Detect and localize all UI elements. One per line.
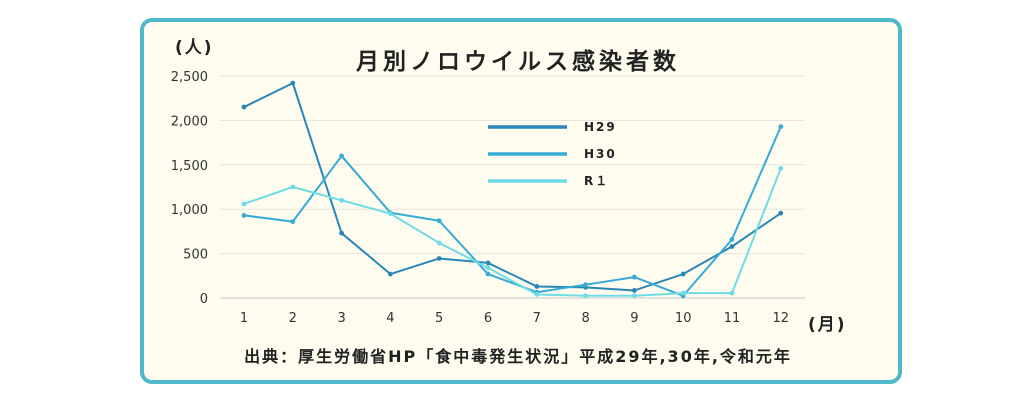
series-line-H30	[243, 126, 782, 297]
data-point	[778, 210, 784, 216]
y-tick-label: 2,000	[171, 114, 208, 129]
x-tick-label: 9	[630, 311, 638, 326]
data-point	[583, 282, 588, 288]
data-point	[632, 293, 637, 299]
chart-card	[140, 18, 902, 384]
legend-label: R１	[584, 174, 609, 188]
data-point	[339, 197, 344, 203]
data-point	[680, 271, 686, 277]
data-point	[632, 274, 637, 280]
data-point	[339, 153, 344, 159]
x-tick-label: 12	[773, 311, 790, 326]
data-point	[534, 292, 540, 297]
data-point	[290, 219, 296, 225]
data-point	[485, 260, 491, 266]
x-tick-label: 3	[337, 311, 345, 326]
x-axis-unit-label: (月)	[808, 315, 847, 335]
chart-title: 月別ノロウイルス感染者数	[356, 49, 680, 75]
data-point	[436, 240, 442, 246]
series-line-H29	[243, 82, 782, 292]
data-point	[778, 124, 784, 130]
legend-label: H29	[584, 120, 617, 134]
source-citation: 出典：厚生労働省HP「食中毒発生状況」平成29年,30年,令和元年	[244, 347, 792, 366]
data-point	[388, 271, 393, 277]
legend-label: H30	[584, 147, 617, 161]
y-tick-label: 2,500	[171, 70, 208, 85]
data-point	[729, 236, 735, 242]
data-point	[290, 184, 296, 190]
x-tick-label: 4	[386, 311, 394, 326]
data-point	[388, 211, 393, 217]
data-point	[778, 165, 784, 171]
data-point	[290, 80, 296, 86]
x-tick-label: 11	[724, 311, 741, 326]
x-tick-label: 10	[675, 311, 692, 326]
data-point	[632, 288, 637, 293]
data-point	[485, 271, 491, 277]
y-tick-label: 500	[183, 248, 208, 263]
data-point	[436, 218, 442, 224]
data-point	[534, 284, 540, 289]
y-tick-label: 1,000	[171, 203, 208, 218]
x-tick-label: 2	[289, 311, 297, 326]
x-tick-label: 8	[581, 311, 589, 326]
data-point	[583, 293, 588, 299]
data-point	[241, 104, 247, 110]
data-point	[485, 265, 491, 271]
x-tick-label: 5	[435, 311, 443, 326]
data-point	[729, 290, 735, 296]
y-axis-unit-label: (人)	[175, 38, 214, 58]
data-point	[241, 213, 247, 218]
data-point	[241, 201, 247, 207]
data-point	[339, 230, 344, 236]
data-point	[436, 256, 442, 261]
y-tick-label: 0	[200, 292, 208, 307]
data-point	[729, 244, 735, 249]
x-tick-label: 6	[484, 311, 492, 326]
y-tick-label: 1,500	[171, 159, 208, 174]
series-line-R１	[243, 167, 782, 297]
data-point	[680, 290, 686, 296]
x-tick-label: 1	[240, 311, 248, 326]
x-tick-label: 7	[533, 311, 541, 326]
